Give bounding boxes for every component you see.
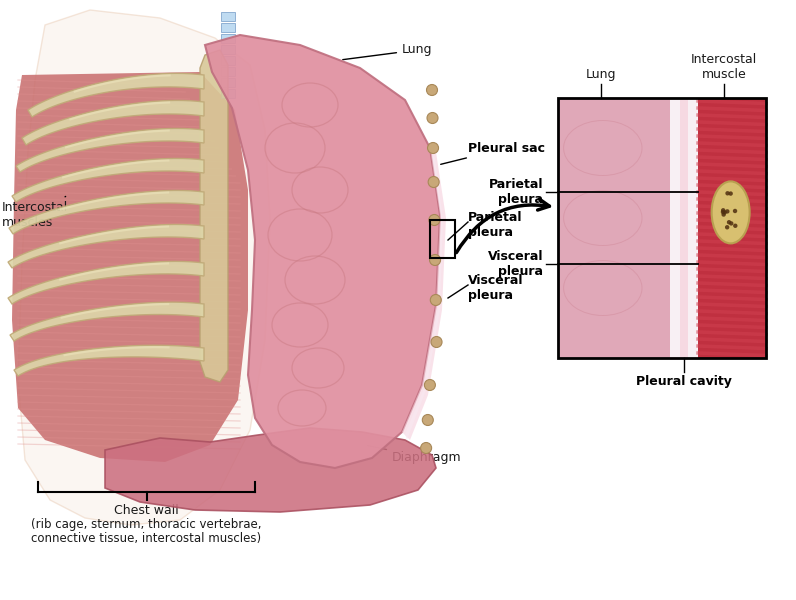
- Bar: [670, 98, 680, 358]
- Text: Pleural sac: Pleural sac: [441, 142, 545, 164]
- Bar: [221, 45, 235, 54]
- Bar: [221, 34, 235, 43]
- Text: connective tissue, intercostal muscles): connective tissue, intercostal muscles): [31, 532, 262, 545]
- Bar: [221, 89, 235, 98]
- Bar: [221, 56, 235, 65]
- Text: Intercostal
muscle: Intercostal muscle: [691, 53, 757, 81]
- Circle shape: [725, 191, 730, 196]
- Text: Parietal
pleura: Parietal pleura: [468, 211, 522, 239]
- Circle shape: [727, 220, 732, 224]
- Polygon shape: [200, 50, 228, 382]
- Polygon shape: [22, 100, 204, 145]
- Polygon shape: [8, 224, 204, 268]
- Bar: [430, 220, 455, 258]
- Circle shape: [427, 85, 438, 95]
- Text: Lung: Lung: [343, 43, 432, 59]
- Polygon shape: [402, 148, 446, 440]
- Circle shape: [427, 113, 438, 124]
- Circle shape: [423, 415, 433, 425]
- Circle shape: [424, 379, 435, 391]
- Polygon shape: [12, 72, 248, 462]
- Polygon shape: [105, 428, 436, 512]
- Circle shape: [427, 142, 439, 154]
- Text: (rib cage, sternum, thoracic vertebrae,: (rib cage, sternum, thoracic vertebrae,: [31, 518, 262, 531]
- Circle shape: [725, 209, 729, 214]
- Circle shape: [431, 295, 441, 305]
- Circle shape: [721, 208, 725, 212]
- Circle shape: [420, 443, 431, 454]
- Circle shape: [720, 210, 725, 214]
- Circle shape: [728, 191, 733, 196]
- Text: Intercostal
muscles: Intercostal muscles: [2, 196, 68, 229]
- Text: Parietal
pleura: Parietal pleura: [489, 178, 543, 206]
- Circle shape: [733, 209, 737, 213]
- Polygon shape: [10, 302, 204, 341]
- Bar: [698, 98, 766, 358]
- Polygon shape: [12, 158, 204, 202]
- Text: Visceral
pleura: Visceral pleura: [487, 250, 543, 278]
- Text: Pleural cavity: Pleural cavity: [636, 375, 732, 388]
- Circle shape: [733, 224, 738, 228]
- Circle shape: [431, 337, 442, 347]
- Bar: [680, 98, 688, 358]
- Polygon shape: [8, 262, 204, 304]
- Bar: [221, 67, 235, 76]
- Polygon shape: [205, 35, 440, 468]
- Polygon shape: [9, 190, 204, 234]
- Circle shape: [721, 212, 726, 217]
- Polygon shape: [28, 73, 204, 117]
- Text: Chest wall: Chest wall: [114, 504, 179, 517]
- Text: Diaphragm: Diaphragm: [368, 446, 462, 464]
- Bar: [558, 98, 670, 358]
- Polygon shape: [14, 345, 204, 376]
- Circle shape: [430, 254, 440, 265]
- Bar: [221, 23, 235, 32]
- Polygon shape: [18, 10, 270, 525]
- Circle shape: [723, 210, 727, 215]
- Circle shape: [429, 214, 440, 226]
- Bar: [221, 78, 235, 87]
- Bar: [558, 98, 766, 358]
- Circle shape: [729, 221, 733, 226]
- Bar: [221, 12, 235, 21]
- Circle shape: [725, 225, 729, 229]
- Text: Visceral
pleura: Visceral pleura: [468, 274, 524, 302]
- Polygon shape: [405, 155, 443, 440]
- Ellipse shape: [712, 181, 750, 244]
- Text: Lung: Lung: [585, 68, 616, 81]
- Bar: [688, 98, 698, 358]
- Polygon shape: [16, 128, 204, 172]
- Circle shape: [428, 176, 439, 187]
